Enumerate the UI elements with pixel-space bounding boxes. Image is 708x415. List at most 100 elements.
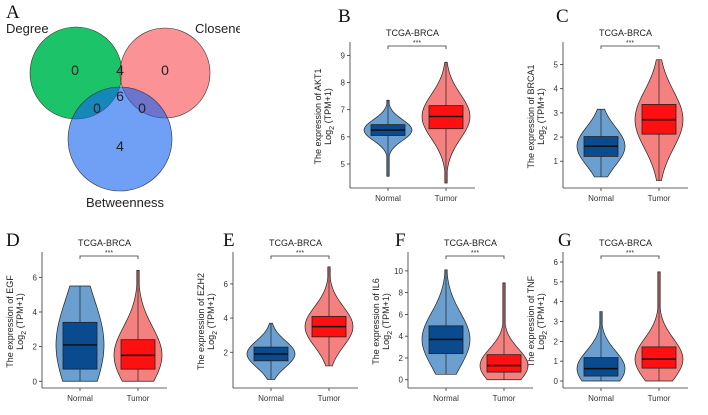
y-tick-label: 0 (554, 377, 559, 386)
y-axis-label-line1: The expression of BRCA1 (526, 64, 536, 168)
y-axis-label-subscript: 2 (329, 126, 336, 130)
y-tick-label: 7 (341, 106, 346, 115)
chart-title: TCGA-BRCA (444, 238, 497, 248)
y-tick-label: 8 (341, 79, 346, 88)
y-tick-label: 10 (394, 267, 403, 276)
y-axis-label-line1: The expression of EGF (5, 275, 15, 368)
y-tick-label: 5 (341, 160, 346, 169)
y-tick-label: 1 (554, 357, 559, 366)
y-tick-label: 3 (554, 318, 559, 327)
y-axis-label-subscript: 2 (212, 331, 219, 335)
chart-title: TCGA-BRCA (78, 238, 131, 248)
venn-count-degree-betweenness: 0 (93, 100, 101, 116)
venn-count-degree-closeness: 4 (116, 62, 124, 78)
venn-label-degree: Degree (6, 21, 49, 36)
y-axis-label: The expression of BRCA1 (526, 64, 536, 168)
chart-title: TCGA-BRCA (599, 238, 652, 248)
chart-title: TCGA-BRCA (386, 28, 439, 38)
y-axis-label-line2: Log2 (TPM+1) (381, 293, 394, 350)
x-tick-label: Tumor (493, 394, 516, 403)
y-tick-label: 8 (399, 289, 404, 298)
significance-bracket (445, 255, 505, 259)
panel-letter-d: D (6, 230, 20, 251)
y-tick-label: 6 (33, 273, 38, 282)
panel-letter-a: A (6, 2, 20, 23)
y-tick-label: 0 (399, 376, 404, 385)
y-axis-label-unit: (TPM+1) (536, 293, 546, 331)
venn-count-betweenness-only: 4 (116, 138, 124, 154)
significance-bracket (600, 45, 660, 49)
box-normal (62, 321, 98, 370)
y-axis-label-unit: (TPM+1) (15, 293, 25, 331)
x-tick-label: Tumor (648, 194, 671, 203)
y-tick-label: 6 (554, 258, 559, 267)
y-axis-label-subscript: 2 (542, 126, 549, 130)
venn-circle-betweenness (67, 86, 173, 192)
significance-bracket (79, 255, 139, 259)
violin-plot-il6: TCGA-BRCA The expression of IL6 Log2 (TPM+… (371, 238, 533, 403)
significance-label: *** (626, 40, 634, 47)
y-axis-label-log: Log (15, 335, 25, 350)
y-axis-label-unit: (TPM+1) (381, 293, 391, 331)
box-normal (583, 357, 619, 377)
panel-letter-c: C (556, 6, 569, 27)
x-tick-label: Normal (67, 394, 93, 403)
y-tick-label: 6 (224, 280, 229, 289)
y-tick-label: 4 (224, 314, 229, 323)
y-axis-label: The expression of EGF (5, 275, 15, 368)
venn-diagram: Degree Closeness Betweenness 0 0 4 4 0 0… (6, 21, 240, 210)
x-tick-label: Normal (258, 394, 284, 403)
y-axis-label: The expression of TNF (526, 275, 536, 367)
y-axis-label-log: Log (323, 130, 333, 145)
x-tick-label: Normal (375, 194, 401, 203)
y-axis-label-log: Log (381, 335, 391, 350)
significance-bracket (387, 45, 447, 49)
y-axis-label-subscript: 2 (21, 331, 28, 335)
significance-label: *** (296, 250, 304, 257)
venn-count-closeness-only: 0 (161, 62, 169, 78)
panel-letter-b: B (338, 6, 351, 27)
y-axis-label: The expression of EZH2 (196, 273, 206, 370)
y-axis-label-log: Log (536, 335, 546, 350)
y-axis-label-line2: Log2 (TPM+1) (536, 88, 549, 145)
y-tick-label: 4 (554, 298, 559, 307)
panel-letter-f: F (395, 230, 406, 251)
y-tick-label: 2 (224, 348, 229, 357)
y-tick-label: 4 (33, 308, 38, 317)
y-axis-label-line2: Log2 (TPM+1) (15, 293, 28, 350)
y-tick-label: 1 (554, 157, 559, 166)
x-tick-label: Tumor (127, 394, 150, 403)
x-tick-label: Tumor (648, 394, 671, 403)
violin-plot-akt1: TCGA-BRCA The expression of AKT1 Log2 (TPM… (313, 28, 475, 203)
box-tumor (486, 354, 522, 373)
y-tick-label: 6 (341, 133, 346, 142)
significance-label: *** (105, 250, 113, 257)
significance-label: *** (413, 40, 421, 47)
y-axis-label-line2: Log2 (TPM+1) (323, 88, 336, 145)
y-tick-label: 5 (554, 61, 559, 70)
y-tick-label: 4 (554, 85, 559, 94)
significance-label: *** (471, 250, 479, 257)
venn-count-closeness-betweenness: 0 (138, 100, 146, 116)
y-axis-label: The expression of AKT1 (313, 68, 323, 164)
y-tick-label: 2 (554, 337, 559, 346)
y-tick-label: 6 (399, 310, 404, 319)
y-tick-label: 2 (554, 133, 559, 142)
y-axis-label-unit: (TPM+1) (323, 88, 333, 126)
y-axis-label-line1: The expression of IL6 (371, 278, 381, 365)
y-tick-label: 4 (399, 332, 404, 341)
y-axis-label-unit: (TPM+1) (536, 88, 546, 126)
venn-label-betweenness: Betweenness (86, 195, 165, 210)
y-tick-label: 9 (341, 51, 346, 60)
y-tick-label: 2 (33, 343, 38, 352)
y-axis-label-subscript: 2 (542, 331, 549, 335)
y-axis-label-subscript: 2 (387, 331, 394, 335)
y-axis-label: The expression of IL6 (371, 278, 381, 365)
box-tumor (641, 346, 677, 369)
y-axis-label-line1: The expression of AKT1 (313, 68, 323, 164)
y-axis-label-line2: Log2 (TPM+1) (206, 293, 219, 350)
